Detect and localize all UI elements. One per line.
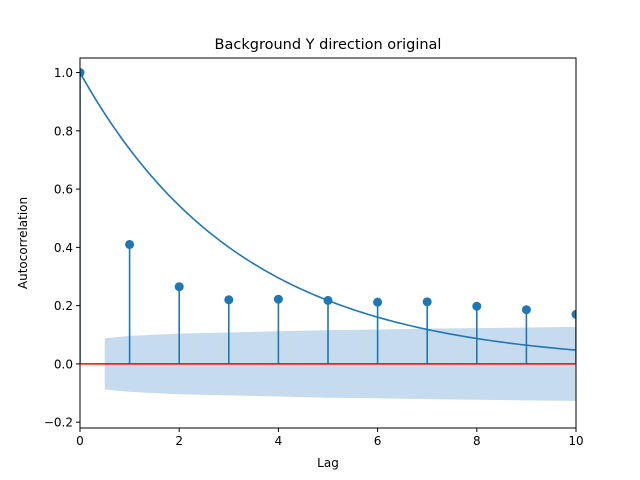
- y-tick-label: −0.2: [44, 416, 73, 430]
- y-tick-label: 0.8: [54, 124, 73, 138]
- x-tick-label: 4: [275, 434, 283, 448]
- y-tick-label: 0.2: [54, 299, 73, 313]
- y-axis-label: Autocorrelation: [16, 197, 30, 289]
- stem-marker-lag-2: [174, 282, 184, 292]
- plot-frame: [79, 57, 577, 429]
- y-tick-label: 0.6: [54, 183, 73, 197]
- x-tick-label: 2: [175, 434, 183, 448]
- chart-title: Background Y direction original: [215, 37, 442, 53]
- x-tick-label: 10: [568, 434, 583, 448]
- plot-content: [80, 68, 576, 401]
- stem-marker-lag-5: [323, 295, 333, 305]
- x-tick-label: 8: [473, 434, 481, 448]
- y-axis: −0.2 0.0 0.2 0.4 0.6 0.8 1.0: [44, 66, 80, 430]
- stem-marker-lag-9: [521, 305, 531, 315]
- x-axis-label: Lag: [317, 456, 339, 470]
- y-tick-label: 0.0: [54, 357, 73, 371]
- stem-marker-lag-8: [472, 301, 482, 311]
- x-tick-label: 0: [76, 434, 84, 448]
- y-tick-label: 0.4: [54, 241, 73, 255]
- stem-marker-lag-3: [224, 295, 234, 305]
- x-tick-label: 6: [374, 434, 382, 448]
- x-axis: 0 2 4 6 8 10: [76, 428, 584, 448]
- stem-marker-lag-6: [373, 297, 383, 307]
- plot-area: [80, 68, 576, 401]
- stem-marker-lag-7: [422, 297, 432, 307]
- stem-marker-lag-10: [571, 309, 576, 319]
- stem-marker-lag-0: [80, 68, 85, 78]
- stem-marker-lag-1: [125, 239, 135, 249]
- y-tick-label: 1.0: [54, 66, 73, 80]
- stem-marker-lag-4: [273, 294, 283, 304]
